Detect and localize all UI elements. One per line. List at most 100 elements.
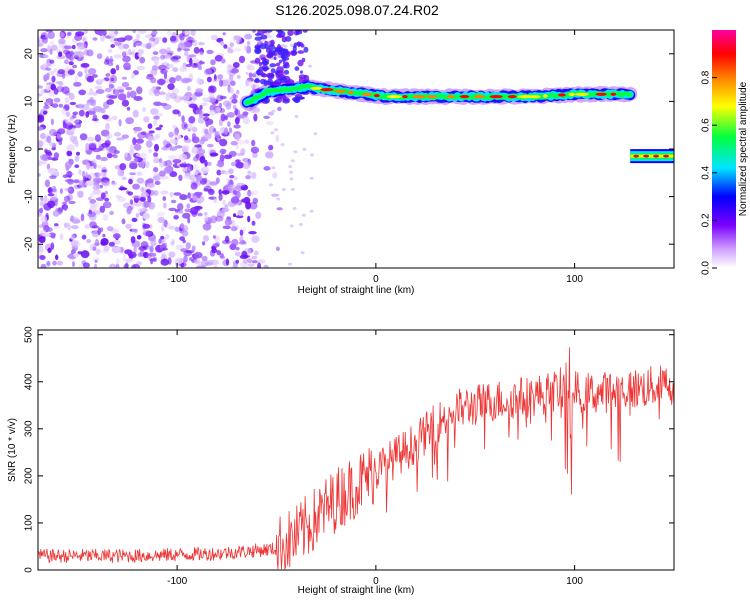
noise-speckle [156, 78, 166, 86]
noise-speckle [49, 59, 55, 64]
noise-speckle [133, 157, 139, 163]
noise-speckle [143, 251, 149, 259]
noise-speckle [117, 37, 126, 43]
noise-speckle [193, 164, 199, 171]
noise-speckle [53, 152, 60, 160]
band-hotspot [653, 154, 660, 158]
noise-speckle [166, 47, 171, 52]
noise-speckle [50, 44, 58, 51]
noise-speckle [159, 124, 163, 128]
noise-speckle [206, 76, 212, 83]
band-hotspot [633, 154, 640, 158]
noise-speckle [66, 31, 72, 36]
noise-speckle [174, 127, 179, 136]
noise-speckle [276, 197, 281, 201]
noise-speckle [172, 130, 179, 137]
colorbar-tick-label: 0.8 [701, 70, 712, 84]
noise-speckle [126, 207, 132, 215]
noise-speckle [213, 265, 218, 268]
noise-speckle [122, 254, 127, 262]
noise-speckle [155, 127, 162, 131]
noise-speckle [219, 95, 227, 100]
burst-speckle [254, 36, 262, 41]
noise-speckle [268, 144, 274, 151]
noise-speckle [73, 179, 80, 184]
noise-speckle [204, 132, 212, 140]
noise-speckle [38, 114, 45, 123]
band-hotspot [575, 92, 589, 96]
noise-speckle [188, 54, 197, 58]
band-hotspot [361, 92, 373, 96]
noise-speckle [46, 99, 54, 106]
noise-speckle [111, 115, 118, 120]
noise-speckle [265, 121, 274, 126]
noise-speckle [194, 144, 202, 148]
noise-speckle [234, 116, 240, 125]
noise-speckle [209, 85, 217, 94]
noise-speckle [45, 30, 54, 33]
noise-speckle [229, 174, 235, 179]
noise-speckle [199, 47, 204, 55]
noise-speckle [159, 170, 166, 177]
noise-speckle [188, 103, 198, 109]
noise-speckle [154, 143, 159, 152]
noise-speckle [300, 251, 305, 255]
noise-speckle [125, 258, 134, 263]
noise-speckle [152, 51, 159, 55]
noise-speckle [41, 247, 45, 253]
burst-speckle [264, 43, 269, 50]
noise-speckle [289, 170, 294, 174]
noise-speckle [198, 42, 205, 46]
noise-speckle [219, 255, 226, 260]
noise-speckle [121, 134, 129, 139]
noise-speckle [157, 216, 165, 223]
noise-speckle [68, 61, 74, 66]
band-hotspot [446, 95, 455, 99]
burst-speckle [270, 39, 275, 46]
noise-speckle [81, 103, 90, 111]
noise-speckle [168, 207, 177, 212]
y-tick-label: 100 [24, 514, 35, 531]
noise-speckle [80, 250, 90, 259]
noise-speckle [140, 186, 145, 193]
noise-speckle [132, 109, 139, 118]
noise-speckle [75, 31, 85, 37]
noise-speckle [232, 62, 240, 68]
noise-speckle [265, 32, 270, 36]
colorbar-tick-label: 0.4 [701, 165, 712, 179]
noise-speckle [183, 135, 189, 141]
y-tick-label: 10 [24, 95, 35, 107]
burst-speckle [276, 34, 284, 38]
noise-speckle [171, 238, 175, 245]
noise-speckle [72, 44, 76, 50]
burst-speckle [283, 97, 290, 102]
noise-speckle [170, 35, 177, 42]
noise-speckle [138, 197, 145, 201]
noise-speckle [271, 193, 280, 197]
noise-speckle [186, 203, 191, 209]
noise-speckle [170, 241, 175, 246]
noise-speckle [184, 50, 189, 57]
burst-speckle [278, 47, 282, 54]
noise-speckle [91, 74, 98, 78]
burst-speckle [275, 73, 280, 78]
noise-speckle [109, 75, 118, 83]
noise-speckle [213, 74, 217, 82]
noise-speckle [225, 258, 229, 266]
noise-speckle [218, 193, 223, 201]
noise-speckle [183, 250, 193, 257]
noise-speckle [172, 159, 182, 164]
noise-speckle [179, 163, 188, 168]
burst-speckle [281, 36, 287, 43]
burst-speckle [278, 59, 282, 64]
noise-speckle [43, 110, 48, 115]
noise-speckle [136, 65, 146, 71]
noise-speckle [64, 187, 72, 192]
noise-speckle [58, 140, 63, 146]
noise-speckle [281, 188, 286, 191]
noise-speckle [68, 92, 75, 101]
noise-speckle [82, 43, 87, 50]
noise-speckle [47, 31, 55, 39]
y-tick-label: 300 [24, 420, 35, 437]
noise-speckle [294, 114, 299, 118]
